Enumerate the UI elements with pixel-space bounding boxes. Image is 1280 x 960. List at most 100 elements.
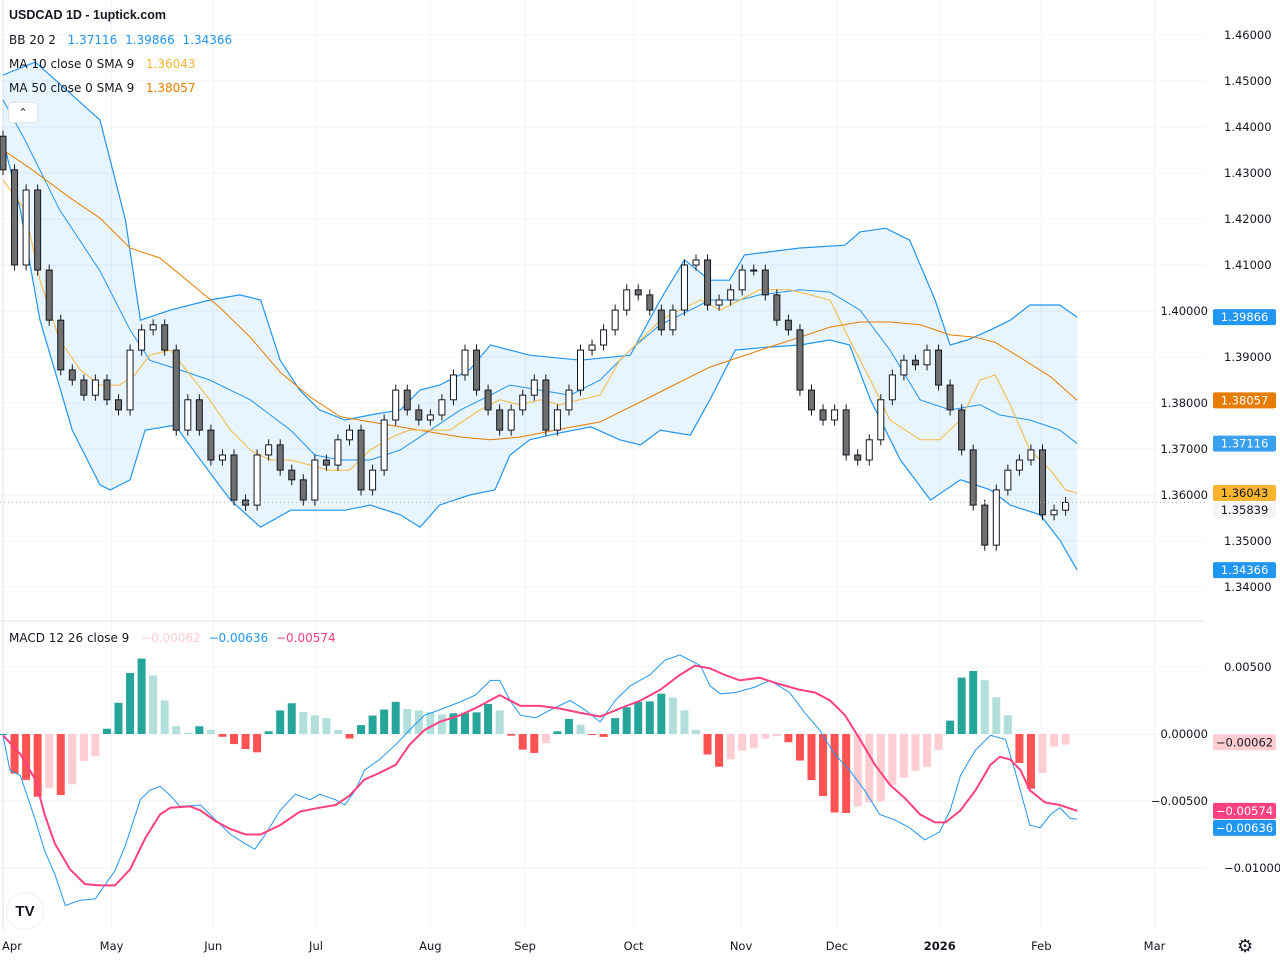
macd-histogram-bar (264, 731, 273, 734)
macd-histogram-bar (703, 734, 712, 755)
macd-histogram-bar (668, 697, 677, 734)
price-badge (1213, 819, 1276, 836)
price-badge-label: −0.00062 (1216, 735, 1273, 749)
candle-down (496, 409, 504, 431)
candle-down (242, 499, 250, 506)
macd-histogram-bar (1050, 734, 1059, 747)
candle-up (992, 489, 1000, 546)
candle-up (126, 349, 134, 411)
candle-up (1062, 501, 1070, 511)
candle-down (0, 135, 7, 171)
candle-up (530, 379, 538, 396)
time-tick-label: Jul (308, 939, 323, 953)
time-tick-label: Dec (826, 939, 848, 953)
macd-pane (0, 654, 1078, 907)
candle-up (831, 409, 839, 421)
price-badge-label: 1.38057 (1221, 393, 1269, 407)
candle-up (1027, 449, 1035, 461)
macd-histogram-bar (79, 734, 88, 762)
candle-up (91, 379, 99, 396)
legend-macd[interactable]: MACD 12 26 close 9 −0.00062 −0.00636 −0.… (9, 631, 340, 645)
grid (0, 0, 1280, 930)
legend-ma50[interactable]: MA 50 close 0 SMA 9 1.38057 (9, 81, 200, 95)
macd-histogram-bar (368, 715, 377, 734)
candle-down (322, 459, 330, 466)
macd-histogram-bar (784, 734, 793, 743)
legend-ma10[interactable]: MA 10 close 0 SMA 9 1.36043 (9, 57, 200, 71)
candle-up (750, 269, 758, 272)
price-axis (1205, 0, 1280, 960)
legend-bb[interactable]: BB 20 2 1.37116 1.39866 1.34366 (9, 33, 236, 47)
bollinger-band-fill (3, 62, 1078, 571)
candle-down (796, 329, 804, 391)
candle-down (854, 454, 862, 461)
price-badge (1213, 562, 1276, 579)
time-tick-label: May (100, 939, 124, 953)
candle-down (11, 169, 19, 266)
candle-up (449, 374, 457, 401)
candle-down (946, 384, 954, 411)
price-tick-label: 1.35000 (1224, 534, 1272, 548)
macd-histogram-bar (357, 725, 366, 734)
candle-up (565, 389, 573, 411)
macd-histogram-bar (102, 728, 111, 734)
price-pane (0, 61, 1205, 571)
price-badge (1213, 802, 1276, 819)
price-tick-label: 1.38000 (1160, 396, 1208, 410)
macd-histogram-bar (437, 714, 446, 734)
bb-lower-line (2, 139, 1078, 571)
price-badge (1213, 502, 1276, 519)
candle-down (80, 379, 88, 396)
macd-histogram-bar (333, 730, 342, 734)
candle-up (877, 399, 885, 441)
macd-histogram-bar (749, 734, 758, 749)
macd-histogram-bar (518, 734, 527, 750)
price-tick-label: 1.37000 (1160, 442, 1208, 456)
candle-down (288, 469, 296, 481)
candle-up (346, 429, 353, 441)
macd-histogram-bar (56, 734, 65, 796)
macd-histogram-bar (91, 734, 100, 757)
macd-histogram-bar (588, 734, 597, 735)
macd-histogram-bar (853, 734, 862, 807)
macd-histogram-bar (576, 724, 585, 734)
candle-up (923, 349, 931, 366)
macd-tick-label: 0.00500 (1224, 660, 1272, 674)
macd-histogram-bar (426, 712, 435, 734)
macd-histogram-bar (45, 734, 54, 789)
bb-upper-value: 1.39866 (125, 33, 175, 47)
macd-histogram-bar (322, 718, 331, 734)
candle-up (461, 349, 469, 376)
candle-down (1039, 449, 1046, 516)
macd-histogram-bar (114, 702, 123, 734)
macd-hist-value: −0.00062 (140, 631, 201, 645)
candle-down (115, 399, 122, 411)
candle-up (623, 289, 631, 311)
candle-down (842, 409, 850, 456)
time-tick-label: Jun (203, 939, 222, 953)
macd-histogram-bar (403, 708, 412, 734)
macd-histogram-bar (634, 701, 643, 734)
gear-icon[interactable]: ⚙ (1237, 936, 1254, 957)
candle-down (981, 504, 989, 546)
macd-histogram-bar (241, 734, 250, 750)
macd-histogram-bar (310, 715, 319, 734)
candle-down (195, 399, 203, 431)
bb-lower-value: 1.34366 (182, 33, 233, 47)
candle-up (669, 309, 677, 331)
price-badge-label: 1.37116 (1221, 437, 1269, 451)
tradingview-logo[interactable]: TV (6, 892, 44, 930)
price-badge (1213, 435, 1276, 452)
chart-title: USDCAD 1D - 1uptick.com (9, 8, 166, 22)
collapse-legend-button[interactable]: ⌃ (8, 102, 38, 123)
candle-up (380, 419, 388, 471)
candle-up (900, 359, 908, 376)
macd-histogram-bar (795, 734, 804, 761)
candle-down (969, 449, 977, 506)
price-badge-label: 1.34366 (1221, 563, 1269, 577)
macd-histogram-bar (692, 729, 700, 734)
candle-down (484, 389, 492, 411)
candle-down (161, 324, 169, 351)
